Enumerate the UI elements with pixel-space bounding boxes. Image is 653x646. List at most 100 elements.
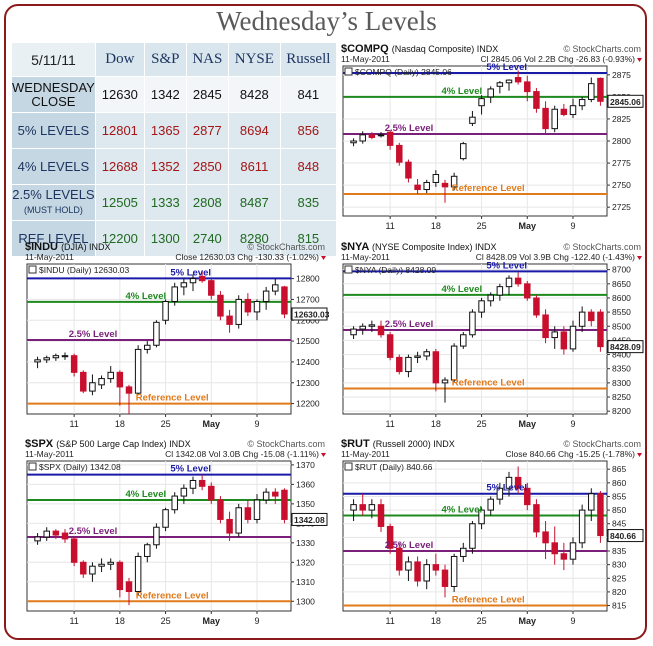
candle (460, 143, 467, 160)
y-tick-label: 865 (612, 464, 626, 474)
candle (98, 563, 105, 567)
x-tick-label: 25 (161, 616, 171, 626)
candle (441, 569, 449, 587)
y-tick-label: 1370 (296, 460, 315, 470)
candle (469, 523, 476, 549)
chart-stats: Close 840.66 Chg -15.25 (-1.78%) (506, 449, 636, 459)
y-tick-label: 850 (612, 505, 626, 515)
candle (432, 564, 440, 571)
chart-spx: $SPX (S&P 500 Large Cap Index) INDX © Sto… (23, 437, 329, 633)
y-tick-label: 12200 (296, 399, 320, 409)
candle (460, 334, 467, 347)
table-cell: 1365 (143, 112, 187, 149)
row-label: WEDNESDAY CLOSE (11, 76, 96, 113)
y-tick-label: 12300 (296, 378, 320, 388)
y-tick-label: 8400 (612, 350, 631, 360)
y-tick-label: 820 (612, 587, 626, 597)
table-cell: 8487 (227, 184, 281, 221)
x-tick-label: 9 (570, 221, 575, 231)
table-cell: 8694 (227, 112, 281, 149)
x-tick-label: 25 (477, 616, 487, 626)
table-cell: 12630 (94, 76, 145, 113)
down-arrow-icon (637, 58, 642, 62)
candle (533, 504, 540, 533)
chart-title: $NYA (NYSE Composite Index) INDX (341, 241, 497, 253)
chart-rut: $RUT (Russell 2000) INDX © StockCharts.co… (339, 437, 645, 633)
chart-svg-indu: $INDU (DJIA) INDX © StockCharts.com 11-May… (25, 241, 329, 429)
candle (578, 311, 586, 327)
level-5-label: 5% Level (486, 62, 527, 73)
y-tick-label: 8200 (612, 406, 631, 416)
candle (52, 355, 60, 359)
y-tick-label: 845 (612, 519, 626, 529)
chart-credit: © StockCharts.com (563, 439, 641, 449)
candle (588, 311, 595, 322)
table-cell: 1352 (143, 148, 187, 185)
candle (52, 530, 60, 536)
level-2-5-label: 2.5% Level (69, 526, 118, 537)
candle (588, 493, 595, 511)
y-tick-label: 835 (612, 546, 626, 556)
table-cell: 1342 (143, 76, 187, 113)
y-tick-label: 1360 (296, 479, 315, 489)
candle (180, 282, 188, 288)
candle (487, 498, 494, 511)
candle (70, 538, 78, 563)
x-tick-label: 9 (570, 616, 575, 626)
y-tick-label: 1310 (296, 577, 315, 587)
last-value-label: 8428.09 (610, 342, 641, 352)
chart-title: $RUT (Russell 2000) INDX (341, 438, 455, 450)
column-header-russell: Russell (279, 42, 337, 77)
candle (226, 518, 233, 534)
reference-level-label: Reference Level (452, 595, 525, 606)
y-tick-label: 8350 (612, 364, 631, 374)
candle (414, 184, 421, 191)
candle (514, 76, 522, 83)
y-tick-label: 8600 (612, 293, 631, 303)
column-header-dow: Dow (94, 42, 145, 77)
chart-date: 11-May-2011 (25, 449, 74, 459)
row-label: 4% LEVELS (11, 148, 96, 185)
candle (377, 504, 385, 527)
candle (198, 479, 206, 487)
level-2-5-label: 2.5% Level (69, 329, 118, 340)
candle (153, 526, 160, 546)
y-tick-label: 2800 (612, 136, 631, 146)
candle (262, 491, 270, 501)
reference-level-label: Reference Level (452, 378, 525, 389)
y-tick-label: 2775 (612, 158, 631, 168)
x-tick-label: 18 (431, 616, 441, 626)
candle (551, 108, 558, 130)
candle (405, 356, 412, 373)
x-tick-label: 25 (477, 221, 487, 231)
chart-stats: Cl 1342.08 Vol 3.0B Chg -15.08 (-1.11%) (165, 449, 319, 459)
candle (43, 357, 50, 361)
candle (423, 564, 430, 582)
table-row: WEDNESDAY CLOSE 12630 1342 2845 8428 841 (11, 76, 337, 113)
candle (514, 277, 522, 285)
chart-svg-compq: $COMPQ (Nasdaq Composite) INDX © StockCha… (341, 43, 644, 231)
candle (134, 555, 142, 593)
chart-credit: © StockCharts.com (247, 439, 325, 449)
level-4-label: 4% Level (441, 284, 482, 295)
chart-credit: © StockCharts.com (247, 242, 325, 252)
candle (281, 489, 288, 520)
candle (359, 134, 366, 142)
y-tick-label: 815 (612, 601, 626, 611)
x-tick-label: 18 (431, 221, 441, 231)
candle (432, 174, 440, 183)
candle (578, 99, 586, 107)
candle (386, 525, 394, 549)
x-tick-label: 11 (385, 616, 394, 626)
candle (396, 144, 403, 163)
y-tick-label: 8250 (612, 392, 631, 402)
candle (524, 81, 531, 93)
candle (162, 509, 169, 528)
candle (116, 371, 124, 388)
candle (359, 504, 366, 511)
chart-stats: Close 12630.03 Chg -130.33 (-1.02%) (175, 252, 319, 262)
y-tick-label: 2825 (612, 114, 631, 124)
level-4-label: 4% Level (125, 489, 166, 500)
candle (487, 88, 494, 98)
candle (350, 504, 357, 511)
